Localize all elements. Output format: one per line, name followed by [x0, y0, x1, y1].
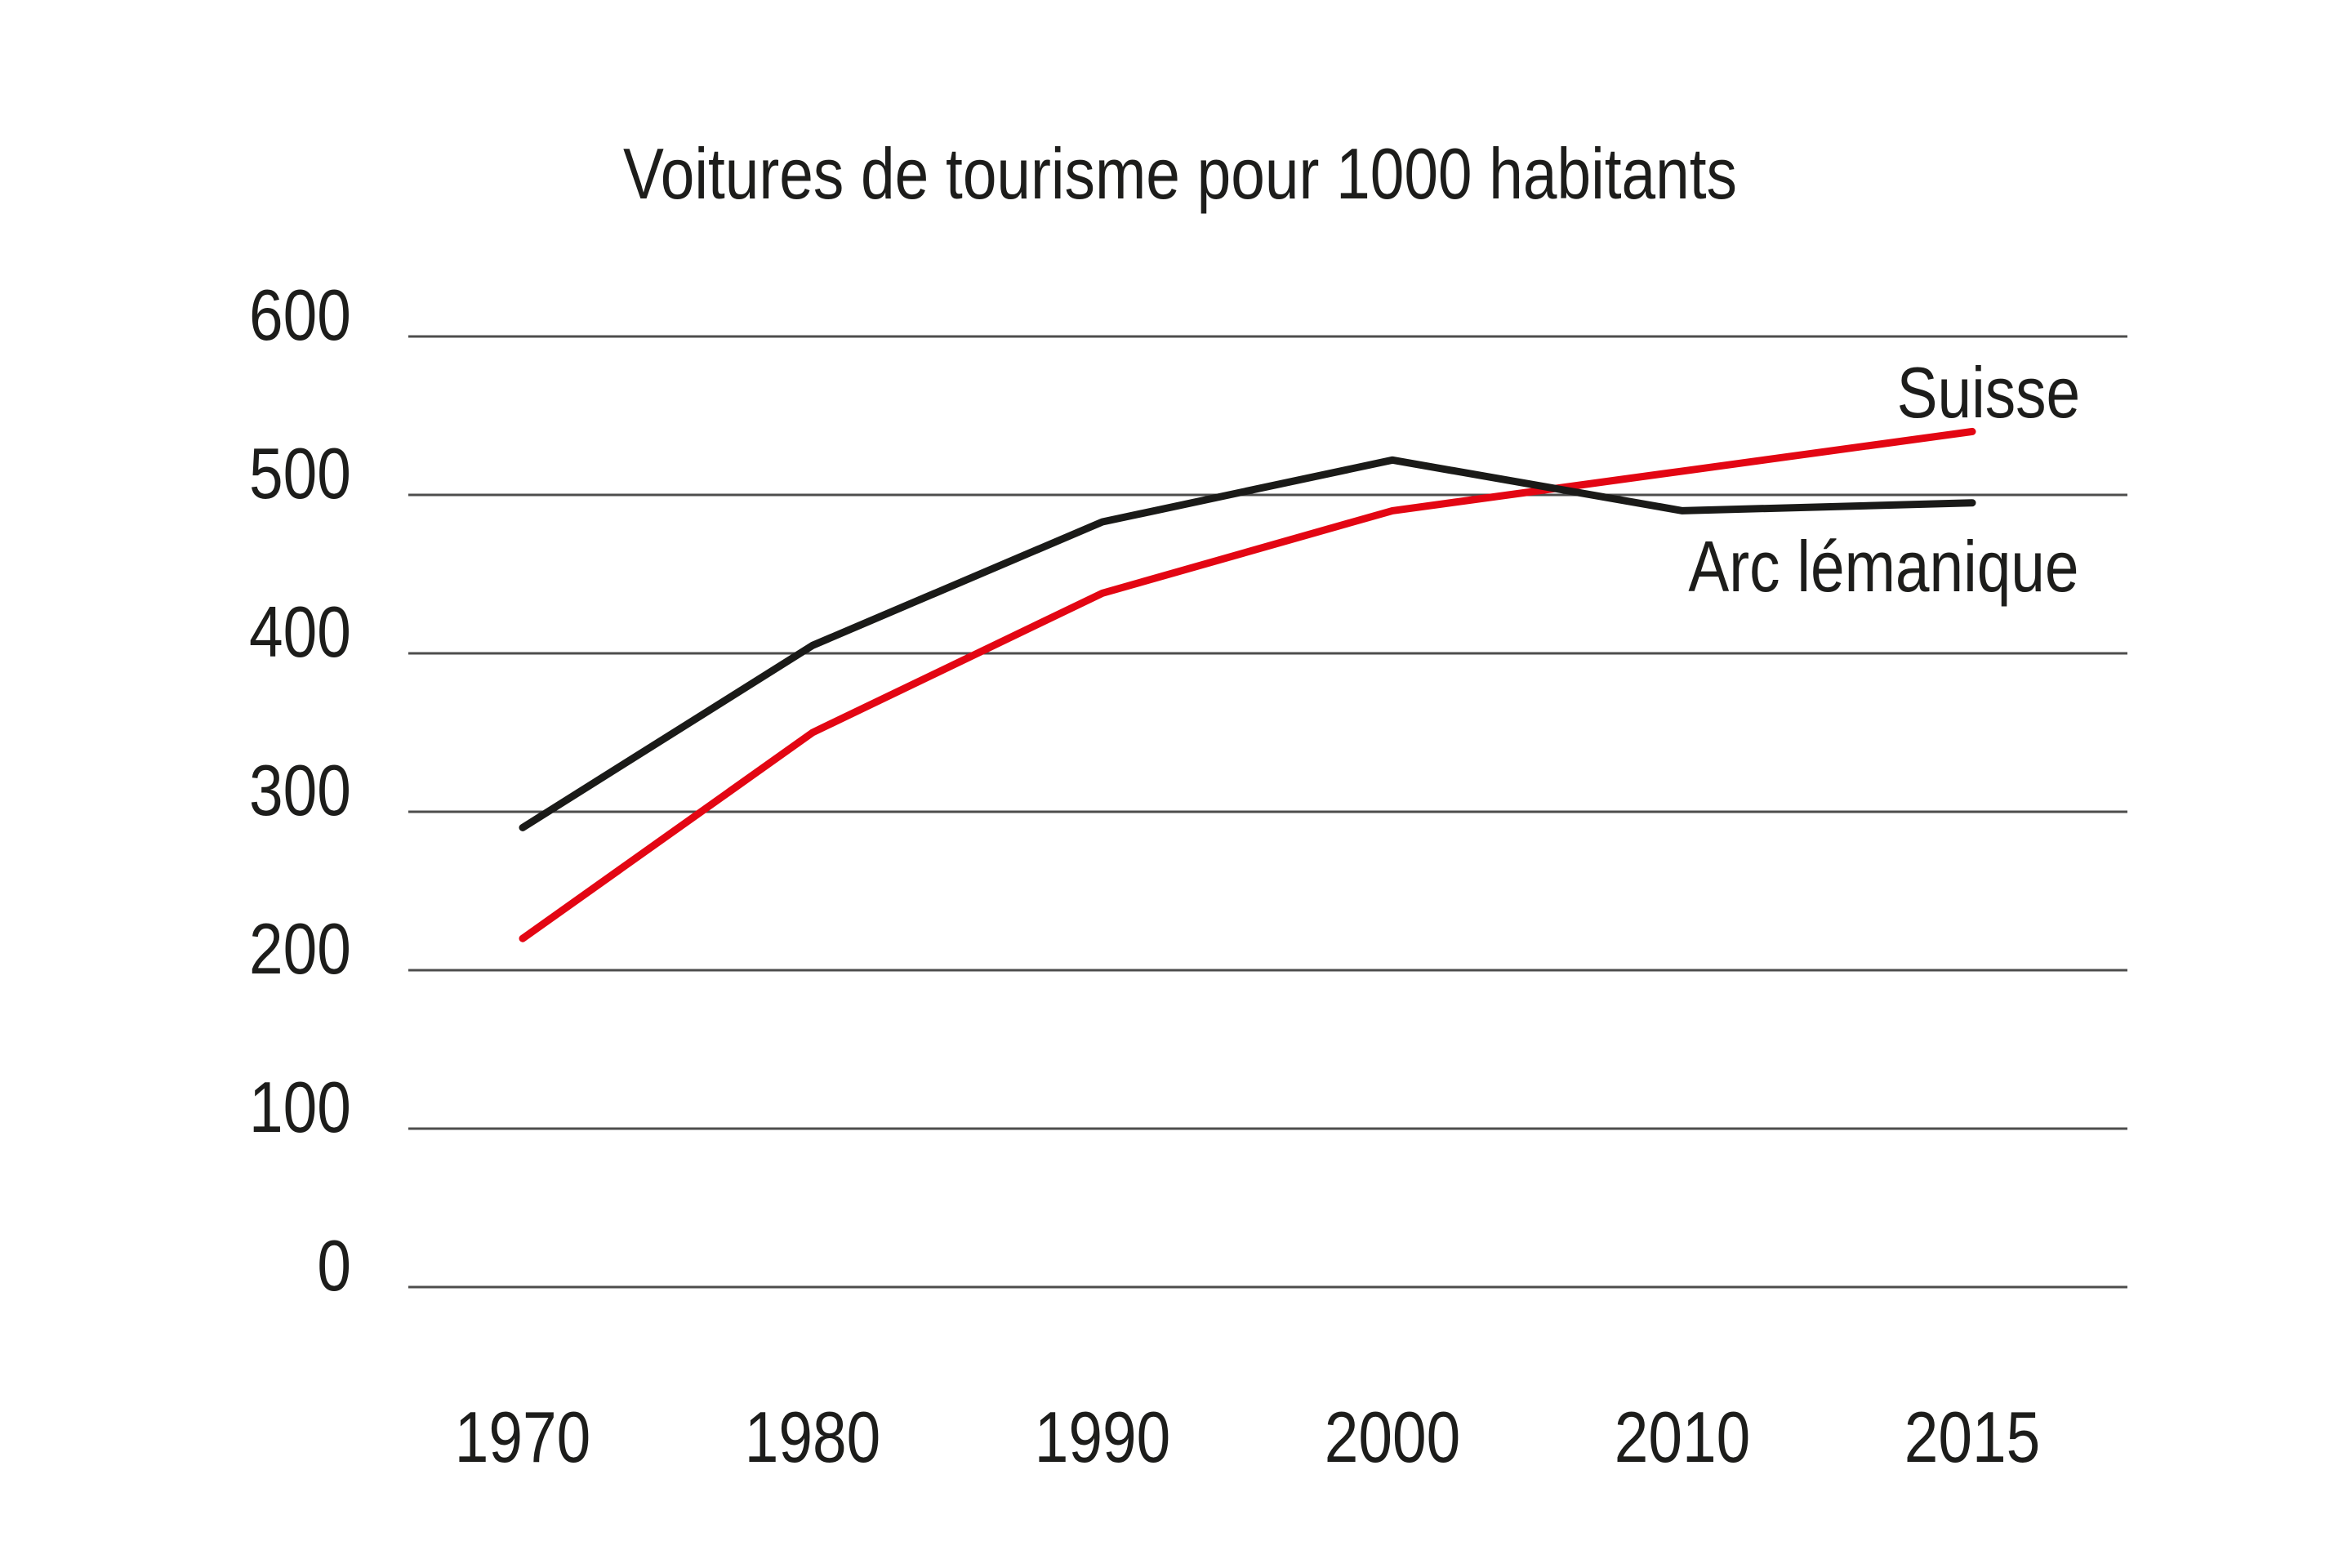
y-tick-label-100: 100	[249, 1067, 351, 1147]
y-tick-label-200: 200	[249, 908, 351, 989]
chart-title: Voitures de tourisme pour 1000 habitants	[623, 133, 1737, 214]
y-tick-label-400: 400	[249, 591, 351, 672]
x-tick-label-1970: 1970	[454, 1396, 591, 1477]
x-tick-label-2015: 2015	[1904, 1396, 2041, 1477]
x-tick-label-1990: 1990	[1034, 1396, 1171, 1477]
y-tick-label-600: 600	[249, 274, 351, 355]
series-line-suisse	[519, 427, 1976, 942]
gridlines-group	[408, 335, 2127, 1289]
y-tick-label-300: 300	[249, 750, 351, 831]
y-tick-label-0: 0	[317, 1225, 351, 1306]
y-tick-label-500: 500	[249, 433, 351, 514]
series-line-arc-l-manique	[519, 456, 1976, 831]
x-tick-label-1980: 1980	[744, 1396, 881, 1477]
x-tick-label-2000: 2000	[1324, 1396, 1461, 1477]
series-lines-group	[519, 427, 1976, 942]
series-label-arc-lemanique: Arc lémanique	[1688, 526, 2079, 607]
series-label-suisse: Suisse	[1896, 352, 2080, 433]
x-tick-label-2010: 2010	[1614, 1396, 1751, 1477]
